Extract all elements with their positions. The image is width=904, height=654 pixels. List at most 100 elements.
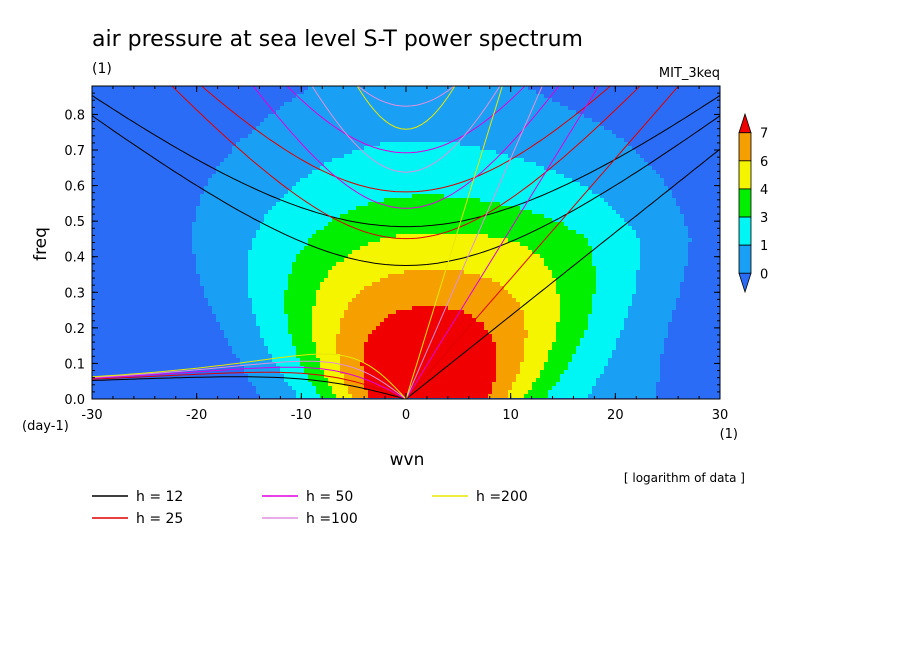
- contour-cell: [632, 226, 689, 231]
- contour-cell: [372, 282, 501, 287]
- rossby-wave-curve: [92, 353, 407, 399]
- contour-cell: [92, 338, 229, 343]
- contour-cell: [352, 298, 517, 303]
- contour-cell: [312, 170, 557, 175]
- contour-cell: [364, 146, 481, 151]
- contour-cell: [92, 362, 241, 367]
- contour-cell: [216, 166, 321, 171]
- contour-cell: [640, 154, 720, 159]
- contour-cell: [308, 238, 381, 243]
- contour-cell: [208, 298, 253, 303]
- contour-cell: [520, 370, 541, 375]
- contour-cell: [588, 314, 629, 319]
- contour-cell: [496, 150, 637, 155]
- contour-cell: [92, 358, 241, 363]
- contour-cell: [532, 386, 553, 391]
- contour-cell: [296, 350, 317, 355]
- contour-cell: [556, 334, 585, 339]
- contour-cell: [296, 94, 545, 99]
- colorbar-label: 6: [760, 155, 768, 170]
- contour-cell: [296, 354, 317, 359]
- contour-cell: [496, 350, 525, 355]
- contour-cell: [92, 306, 213, 311]
- colorbar-swatch: [738, 160, 752, 190]
- contour-cell: [496, 358, 525, 363]
- contour-cell: [684, 270, 720, 275]
- contour-cell: [492, 382, 513, 387]
- contour-cell: [200, 282, 249, 287]
- contour-cell: [528, 330, 557, 335]
- contour-cell: [580, 338, 617, 343]
- contour-cell: [612, 130, 720, 135]
- contour-cell: [292, 386, 317, 391]
- contour-cell: [204, 294, 249, 299]
- contour-cell: [512, 386, 533, 391]
- contour-cell: [316, 298, 353, 303]
- contour-cell: [364, 366, 497, 371]
- contour-cell: [528, 86, 720, 91]
- contour-cell: [564, 174, 661, 179]
- contour-cell: [568, 366, 605, 371]
- contour-cell: [336, 334, 369, 339]
- contour-cell: [632, 146, 720, 151]
- contour-cell: [312, 382, 329, 387]
- contour-cell: [628, 310, 673, 315]
- x-tick-label: -20: [186, 408, 207, 423]
- contour-cell: [92, 278, 201, 283]
- contour-cell: [92, 290, 205, 295]
- contour-cell: [92, 226, 193, 231]
- contour-cell: [472, 314, 525, 319]
- contour-cell: [684, 222, 720, 227]
- contour-cell: [628, 306, 677, 311]
- contour-cell: [328, 378, 345, 383]
- contour-cell: [524, 310, 561, 315]
- contour-cell: [92, 366, 245, 371]
- contour-cell: [228, 342, 265, 347]
- contour-cell: [364, 374, 497, 379]
- contour-cell: [544, 214, 621, 219]
- contour-cell: [260, 394, 297, 399]
- contour-cell: [312, 310, 345, 315]
- contour-cell: [200, 194, 285, 199]
- contour-cell: [256, 322, 289, 327]
- y-tick-label: 0.8: [64, 108, 85, 123]
- contour-cell: [92, 274, 201, 279]
- contour-cell: [268, 114, 585, 119]
- contour-cell: [552, 386, 593, 391]
- contour-cell: [236, 142, 381, 147]
- contour-cell: [688, 242, 720, 247]
- contour-cell: [284, 294, 317, 299]
- contour-cell: [192, 226, 261, 231]
- contour-cell: [312, 338, 337, 343]
- contour-cell: [92, 298, 209, 303]
- contour-cell: [200, 198, 281, 203]
- contour-cell: [248, 294, 285, 299]
- contour-cell: [92, 382, 253, 387]
- contour-cell: [92, 170, 217, 175]
- contour-cell: [508, 238, 589, 243]
- contour-cell: [672, 314, 720, 319]
- contour-cell: [208, 178, 301, 183]
- contour-cell: [676, 298, 720, 303]
- x-tick-label: -30: [81, 408, 102, 423]
- contour-cell: [196, 210, 269, 215]
- contour-cell: [344, 374, 365, 379]
- contour-cell: [92, 210, 197, 215]
- contour-cell: [640, 238, 693, 243]
- x-tick-label: 30: [712, 408, 729, 423]
- contour-cell: [636, 150, 720, 155]
- contour-cell: [304, 246, 361, 251]
- contour-cell: [608, 358, 661, 363]
- contour-cell: [252, 242, 309, 247]
- contour-cell: [592, 294, 633, 299]
- contour-cell: [248, 134, 617, 139]
- contour-cell: [240, 358, 273, 363]
- contour-cell: [628, 222, 685, 227]
- contour-cell: [220, 322, 257, 327]
- contour-cell: [92, 122, 261, 127]
- contour-cell: [516, 378, 537, 383]
- contour-cell: [600, 122, 720, 127]
- contour-cell: [248, 374, 285, 379]
- colorbar-label: 0: [760, 267, 768, 282]
- contour-cell: [460, 142, 629, 147]
